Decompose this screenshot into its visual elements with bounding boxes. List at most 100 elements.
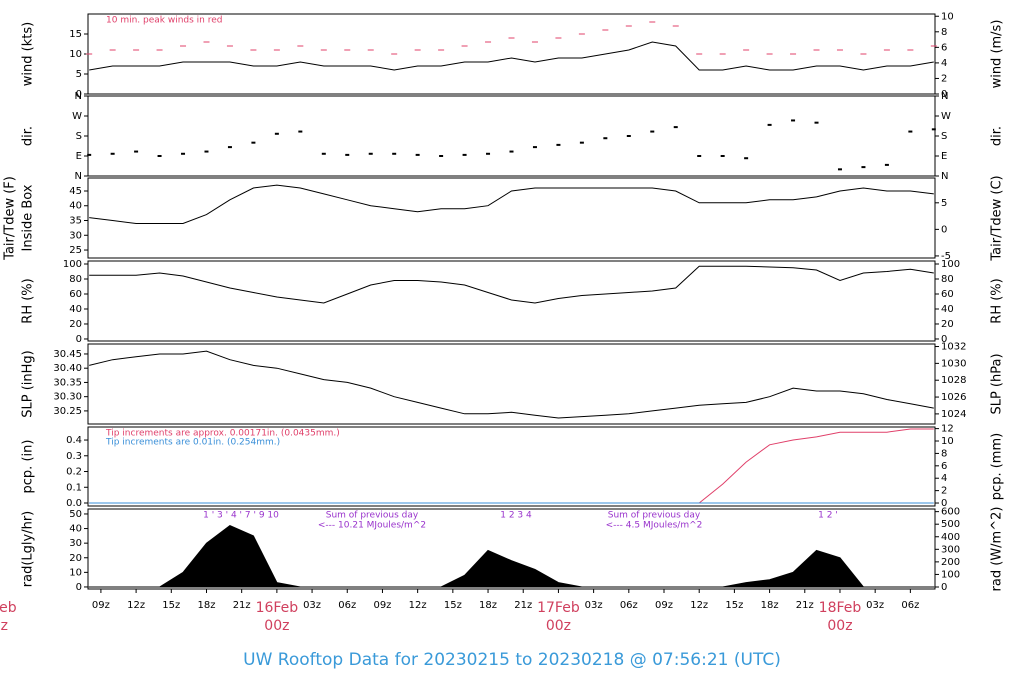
y2-tick-label: -5 — [941, 251, 951, 262]
y2-tick-label: 2 — [941, 73, 947, 84]
day-hour-label: 00z — [264, 618, 289, 634]
y-tick-label: 30.40 — [53, 363, 82, 374]
y2-tick-label: 0 — [941, 334, 947, 345]
y-tick-label: 0.3 — [66, 451, 82, 462]
x-tick-label: 15z — [162, 600, 180, 611]
y2-axis-label: pcp. (mm) — [990, 433, 1005, 500]
direction-dot — [392, 152, 397, 155]
direction-dot — [556, 143, 561, 146]
y2-tick-label: 1024 — [941, 409, 966, 420]
x-tick-label: 06z — [901, 600, 919, 611]
x-tick-label: 03z — [585, 600, 603, 611]
x-tick-label: 03z — [303, 600, 321, 611]
day-label: 18Feb — [819, 600, 862, 616]
annotation: 1 ' 3 ' 4 ' 7 ' 9 10 — [203, 511, 279, 521]
y-tick-label: 0.4 — [66, 435, 82, 446]
y-tick-label: 30.45 — [53, 349, 82, 360]
y-tick-label: 30.30 — [53, 392, 82, 403]
y-tick-label: 60 — [69, 289, 82, 300]
y-axis-label: pcp. (in) — [21, 440, 36, 494]
y-tick-label: S — [76, 131, 82, 142]
direction-dot — [673, 126, 678, 129]
y-tick-label: 15 — [69, 29, 82, 40]
x-tick-label: 15z — [725, 600, 743, 611]
direction-dot — [697, 155, 702, 157]
page-title: UW Rooftop Data for 20230215 to 20230218… — [243, 650, 781, 670]
y-tick-label: 0.2 — [66, 467, 82, 478]
direction-dot — [814, 121, 819, 124]
direction-dot — [181, 152, 186, 155]
direction-dot — [204, 150, 209, 153]
y2-tick-label: 400 — [941, 532, 960, 543]
annotation: 1 2 3 4 — [500, 511, 532, 521]
y2-tick-label: 12 — [941, 424, 954, 435]
y2-tick-label: 0 — [941, 224, 947, 235]
annotation: Sum of previous day — [608, 511, 701, 521]
direction-dot — [720, 155, 725, 157]
annotation: Sum of previous day — [326, 511, 419, 521]
y-tick-label: 35 — [69, 216, 82, 227]
y2-axis-label: dir. — [990, 126, 1005, 146]
y-tick-label: 20 — [69, 553, 82, 564]
x-tick-label: 06z — [338, 600, 356, 611]
y2-tick-label: 1032 — [941, 342, 966, 353]
y2-axis-label: SLP (hPa) — [990, 353, 1005, 414]
direction-dot — [462, 153, 467, 156]
day-hour-label: 00z — [546, 618, 571, 634]
x-tick-label: 03z — [866, 600, 884, 611]
series-line — [89, 41, 934, 71]
y2-tick-label: 20 — [941, 319, 954, 330]
y2-tick-label: 60 — [941, 289, 954, 300]
annotation: <--- 10.21 MJoules/m^2 — [318, 521, 426, 531]
y-tick-label: 10 — [69, 567, 82, 578]
direction-dot — [345, 153, 350, 156]
direction-dot — [884, 163, 889, 166]
radiation-area — [88, 525, 935, 588]
y-tick-label: 45 — [69, 186, 82, 197]
direction-dot — [908, 130, 913, 133]
y-tick-label: E — [76, 151, 82, 162]
y-tick-label: 0.0 — [66, 498, 82, 509]
direction-dot — [251, 141, 256, 144]
direction-dot — [791, 119, 796, 122]
y2-tick-label: S — [941, 131, 947, 142]
panel-frame — [87, 343, 936, 425]
y2-tick-label: 1026 — [941, 392, 966, 403]
direction-dot — [87, 153, 92, 156]
y-axis-label: Inside Box — [21, 184, 36, 251]
direction-dot — [626, 135, 631, 137]
y2-tick-label: 1028 — [941, 375, 966, 386]
direction-dot — [861, 166, 866, 169]
y2-tick-label: N — [941, 171, 948, 182]
y-tick-label: 30 — [69, 538, 82, 549]
y-tick-label: W — [72, 111, 82, 122]
direction-dot — [227, 146, 232, 149]
series-line — [89, 265, 934, 304]
series-label: Tip increments are approx. 0.00171in. (0… — [105, 429, 340, 439]
x-tick-label: 12z — [409, 600, 427, 611]
y2-tick-label: 1030 — [941, 358, 966, 369]
x-tick-label: 06z — [620, 600, 638, 611]
direction-dot — [368, 152, 373, 155]
series-label: 10 min. peak winds in red — [106, 16, 223, 26]
y-tick-label: 30.25 — [53, 406, 82, 417]
y2-tick-label: 0 — [941, 89, 947, 100]
direction-dot — [931, 128, 936, 131]
direction-dot — [321, 152, 326, 155]
direction-dot — [157, 155, 162, 157]
y-tick-label: 0.1 — [66, 482, 82, 493]
y2-tick-label: 5 — [941, 198, 947, 209]
x-tick-label: 18z — [479, 600, 497, 611]
y-tick-label: 0 — [76, 334, 82, 345]
direction-dot — [486, 152, 491, 155]
y2-tick-label: E — [941, 151, 947, 162]
y2-tick-label: 6 — [941, 461, 947, 472]
y-axis-label: dir. — [21, 126, 36, 146]
x-tick-label: 21z — [233, 600, 251, 611]
y-tick-label: 30.35 — [53, 377, 82, 388]
y2-tick-label: 0 — [941, 498, 947, 509]
y2-tick-label: 8 — [941, 448, 947, 459]
direction-dot — [415, 153, 420, 156]
x-tick-label: 21z — [796, 600, 814, 611]
y-tick-label: 30 — [69, 230, 82, 241]
